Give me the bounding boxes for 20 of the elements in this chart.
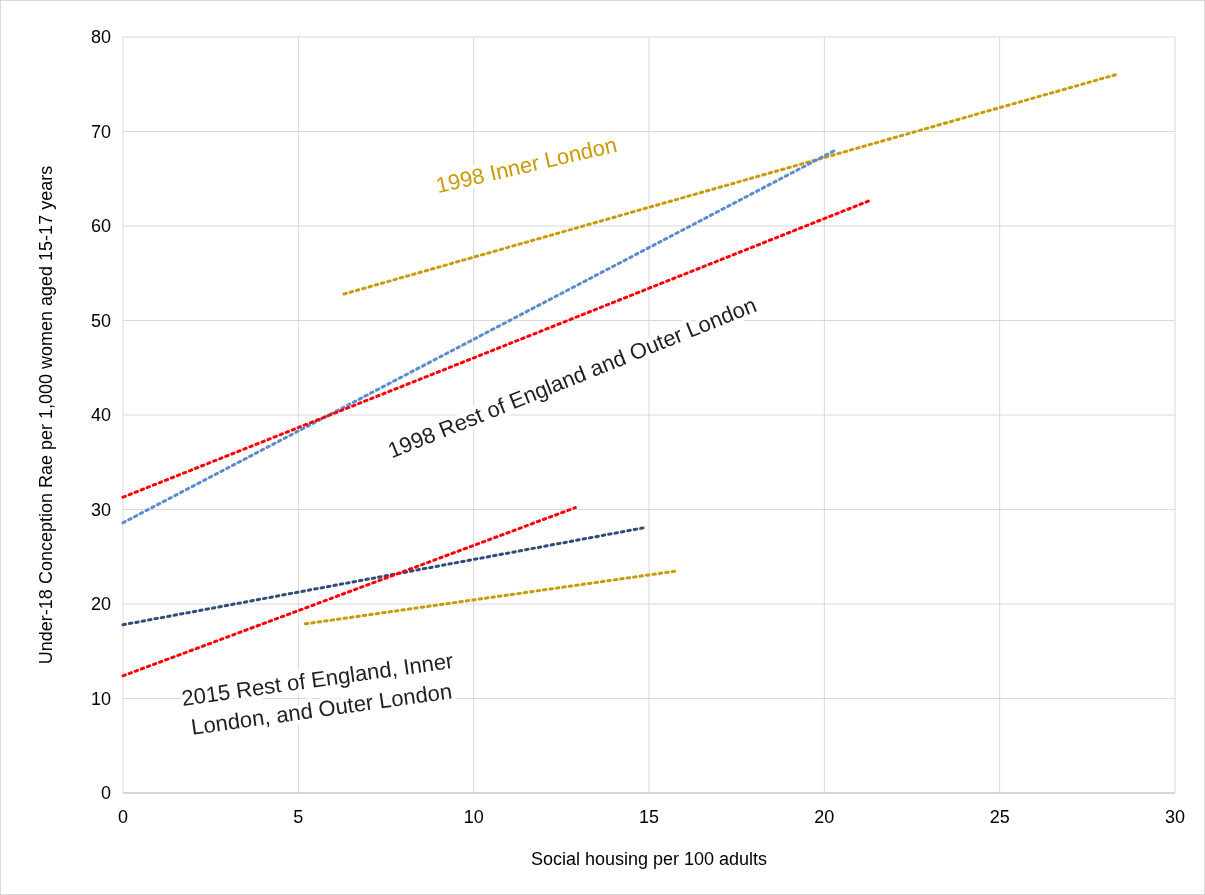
x-tick-label: 0: [117, 807, 129, 827]
y-tick-label: 0: [100, 783, 111, 803]
y-axis-title: Under-18 Conception Rae per 1,000 women aged 15-17 years: [36, 165, 56, 665]
y-tick-label: 70: [90, 121, 111, 142]
x-tick-label: 30: [1164, 807, 1186, 827]
y-tick-label: 80: [90, 27, 111, 47]
y-tick-label: 30: [90, 499, 111, 520]
x-tick-label: 20: [814, 807, 835, 827]
annotation: 1998 Inner London: [433, 132, 620, 199]
x-tick-label: 5: [293, 807, 304, 827]
x-tick-label: 15: [638, 807, 660, 827]
x-tick-label: 10: [463, 807, 484, 827]
annotation: 2015 Rest of England, Inner London, and Outer London: [179, 647, 455, 740]
y-tick-label: 60: [90, 216, 111, 236]
y-tick-label: 40: [90, 405, 111, 425]
y-tick-label: 20: [90, 594, 111, 614]
x-axis-title: Social housing per 100 adults: [530, 849, 768, 869]
y-tick-label: 50: [90, 310, 111, 331]
x-tick-label: 25: [989, 807, 1010, 827]
y-tick-label: 10: [90, 688, 111, 709]
